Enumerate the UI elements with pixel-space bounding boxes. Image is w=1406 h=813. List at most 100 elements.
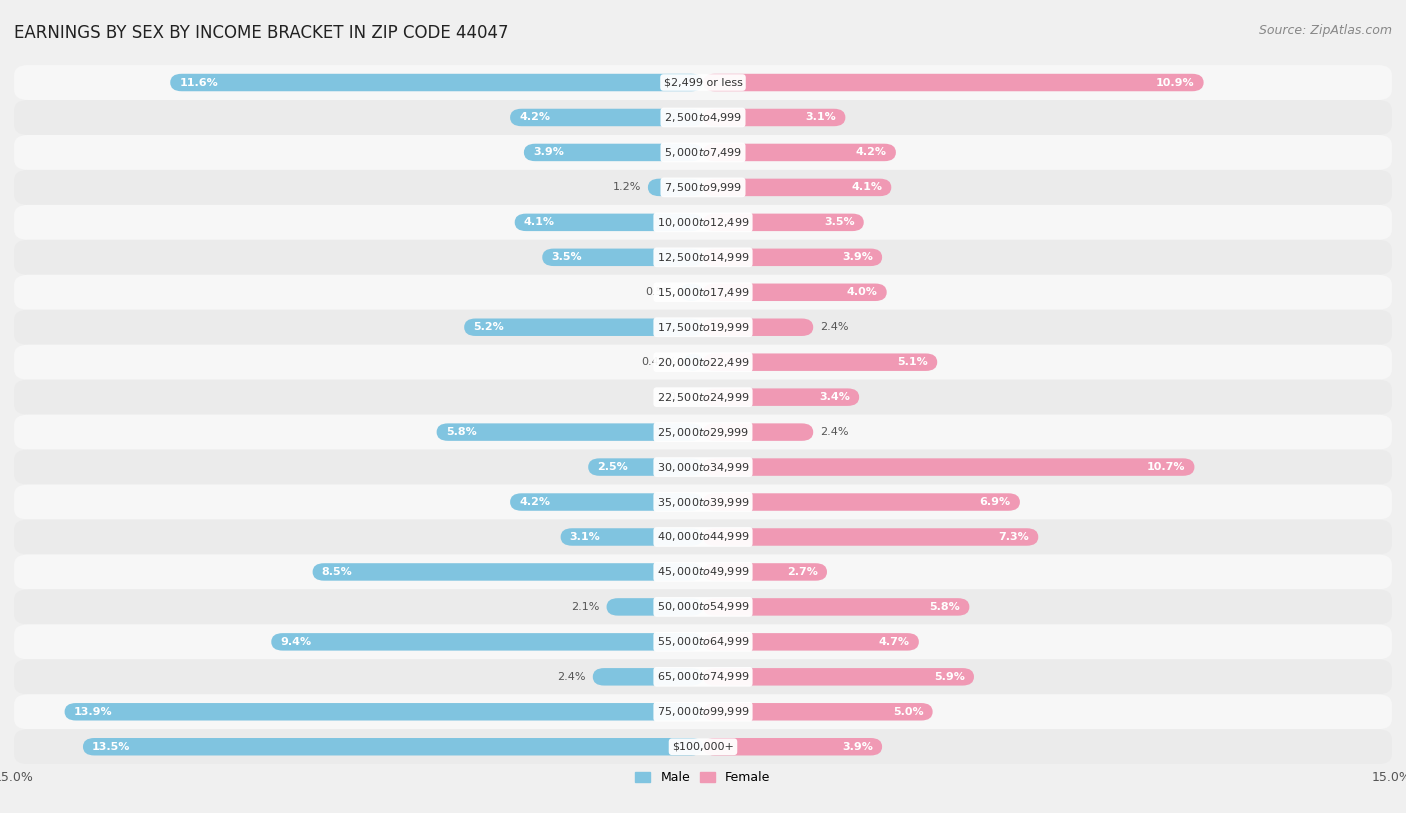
Text: $2,499 or less: $2,499 or less bbox=[664, 77, 742, 88]
FancyBboxPatch shape bbox=[703, 249, 882, 266]
FancyBboxPatch shape bbox=[593, 668, 703, 685]
Text: 4.2%: 4.2% bbox=[519, 497, 550, 507]
FancyBboxPatch shape bbox=[703, 319, 813, 336]
FancyBboxPatch shape bbox=[703, 703, 932, 720]
Text: 9.4%: 9.4% bbox=[280, 637, 312, 647]
Text: 3.4%: 3.4% bbox=[820, 392, 851, 402]
Text: Source: ZipAtlas.com: Source: ZipAtlas.com bbox=[1258, 24, 1392, 37]
Text: 5.0%: 5.0% bbox=[893, 706, 924, 717]
Text: 5.8%: 5.8% bbox=[446, 427, 477, 437]
Text: EARNINGS BY SEX BY INCOME BRACKET IN ZIP CODE 44047: EARNINGS BY SEX BY INCOME BRACKET IN ZIP… bbox=[14, 24, 509, 42]
FancyBboxPatch shape bbox=[14, 624, 1392, 659]
FancyBboxPatch shape bbox=[510, 109, 703, 126]
FancyBboxPatch shape bbox=[681, 284, 703, 301]
FancyBboxPatch shape bbox=[703, 459, 1195, 476]
Text: 5.1%: 5.1% bbox=[897, 357, 928, 367]
FancyBboxPatch shape bbox=[703, 144, 896, 161]
Text: $45,000 to $49,999: $45,000 to $49,999 bbox=[657, 566, 749, 578]
FancyBboxPatch shape bbox=[14, 520, 1392, 554]
FancyBboxPatch shape bbox=[83, 738, 703, 755]
FancyBboxPatch shape bbox=[703, 389, 859, 406]
FancyBboxPatch shape bbox=[14, 450, 1392, 485]
FancyBboxPatch shape bbox=[14, 275, 1392, 310]
Text: $50,000 to $54,999: $50,000 to $54,999 bbox=[657, 601, 749, 613]
Text: 4.7%: 4.7% bbox=[879, 637, 910, 647]
Text: $2,500 to $4,999: $2,500 to $4,999 bbox=[664, 111, 742, 124]
Text: $20,000 to $22,499: $20,000 to $22,499 bbox=[657, 356, 749, 368]
FancyBboxPatch shape bbox=[703, 284, 887, 301]
FancyBboxPatch shape bbox=[515, 214, 703, 231]
FancyBboxPatch shape bbox=[14, 589, 1392, 624]
Text: 4.1%: 4.1% bbox=[524, 217, 555, 228]
Text: 6.9%: 6.9% bbox=[980, 497, 1011, 507]
FancyBboxPatch shape bbox=[606, 598, 703, 615]
Text: 5.8%: 5.8% bbox=[929, 602, 960, 612]
FancyBboxPatch shape bbox=[703, 668, 974, 685]
Text: $17,500 to $19,999: $17,500 to $19,999 bbox=[657, 321, 749, 333]
FancyBboxPatch shape bbox=[703, 214, 863, 231]
Text: 13.5%: 13.5% bbox=[93, 741, 131, 752]
Text: 2.5%: 2.5% bbox=[598, 462, 628, 472]
Text: 3.5%: 3.5% bbox=[551, 252, 582, 263]
FancyBboxPatch shape bbox=[703, 738, 882, 755]
Text: $5,000 to $7,499: $5,000 to $7,499 bbox=[664, 146, 742, 159]
Text: $40,000 to $44,999: $40,000 to $44,999 bbox=[657, 531, 749, 543]
Text: $15,000 to $17,499: $15,000 to $17,499 bbox=[657, 286, 749, 298]
Text: 3.9%: 3.9% bbox=[842, 252, 873, 263]
FancyBboxPatch shape bbox=[14, 694, 1392, 729]
Text: 3.9%: 3.9% bbox=[842, 741, 873, 752]
Text: $75,000 to $99,999: $75,000 to $99,999 bbox=[657, 706, 749, 718]
Text: 3.1%: 3.1% bbox=[569, 532, 600, 542]
FancyBboxPatch shape bbox=[588, 459, 703, 476]
Text: 4.1%: 4.1% bbox=[851, 182, 882, 193]
FancyBboxPatch shape bbox=[703, 354, 938, 371]
FancyBboxPatch shape bbox=[703, 424, 813, 441]
FancyBboxPatch shape bbox=[14, 345, 1392, 380]
Text: 8.5%: 8.5% bbox=[322, 567, 353, 577]
FancyBboxPatch shape bbox=[437, 424, 703, 441]
Text: 0.0%: 0.0% bbox=[668, 392, 696, 402]
Text: 4.2%: 4.2% bbox=[856, 147, 887, 158]
Text: 2.4%: 2.4% bbox=[557, 672, 586, 682]
FancyBboxPatch shape bbox=[703, 109, 845, 126]
FancyBboxPatch shape bbox=[703, 563, 827, 580]
Text: 1.2%: 1.2% bbox=[613, 182, 641, 193]
Text: 0.43%: 0.43% bbox=[641, 357, 676, 367]
Text: 2.4%: 2.4% bbox=[820, 427, 849, 437]
FancyBboxPatch shape bbox=[14, 729, 1392, 764]
Text: $35,000 to $39,999: $35,000 to $39,999 bbox=[657, 496, 749, 508]
FancyBboxPatch shape bbox=[14, 135, 1392, 170]
FancyBboxPatch shape bbox=[703, 74, 1204, 91]
Text: $30,000 to $34,999: $30,000 to $34,999 bbox=[657, 461, 749, 473]
FancyBboxPatch shape bbox=[312, 563, 703, 580]
FancyBboxPatch shape bbox=[14, 240, 1392, 275]
Text: $7,500 to $9,999: $7,500 to $9,999 bbox=[664, 181, 742, 193]
FancyBboxPatch shape bbox=[14, 554, 1392, 589]
FancyBboxPatch shape bbox=[271, 633, 703, 650]
FancyBboxPatch shape bbox=[65, 703, 703, 720]
FancyBboxPatch shape bbox=[464, 319, 703, 336]
Text: $100,000+: $100,000+ bbox=[672, 741, 734, 752]
FancyBboxPatch shape bbox=[14, 310, 1392, 345]
FancyBboxPatch shape bbox=[14, 170, 1392, 205]
Text: 5.2%: 5.2% bbox=[474, 322, 505, 333]
Text: 3.5%: 3.5% bbox=[824, 217, 855, 228]
FancyBboxPatch shape bbox=[543, 249, 703, 266]
Text: $65,000 to $74,999: $65,000 to $74,999 bbox=[657, 671, 749, 683]
Text: $55,000 to $64,999: $55,000 to $64,999 bbox=[657, 636, 749, 648]
Text: 2.7%: 2.7% bbox=[787, 567, 818, 577]
Text: 11.6%: 11.6% bbox=[180, 77, 218, 88]
FancyBboxPatch shape bbox=[648, 179, 703, 196]
FancyBboxPatch shape bbox=[524, 144, 703, 161]
Legend: Male, Female: Male, Female bbox=[630, 767, 776, 789]
FancyBboxPatch shape bbox=[703, 493, 1019, 511]
Text: $25,000 to $29,999: $25,000 to $29,999 bbox=[657, 426, 749, 438]
Text: 5.9%: 5.9% bbox=[934, 672, 965, 682]
Text: 13.9%: 13.9% bbox=[73, 706, 112, 717]
Text: 4.2%: 4.2% bbox=[519, 112, 550, 123]
Text: 10.9%: 10.9% bbox=[1156, 77, 1195, 88]
FancyBboxPatch shape bbox=[510, 493, 703, 511]
FancyBboxPatch shape bbox=[14, 100, 1392, 135]
FancyBboxPatch shape bbox=[14, 205, 1392, 240]
FancyBboxPatch shape bbox=[683, 354, 703, 371]
